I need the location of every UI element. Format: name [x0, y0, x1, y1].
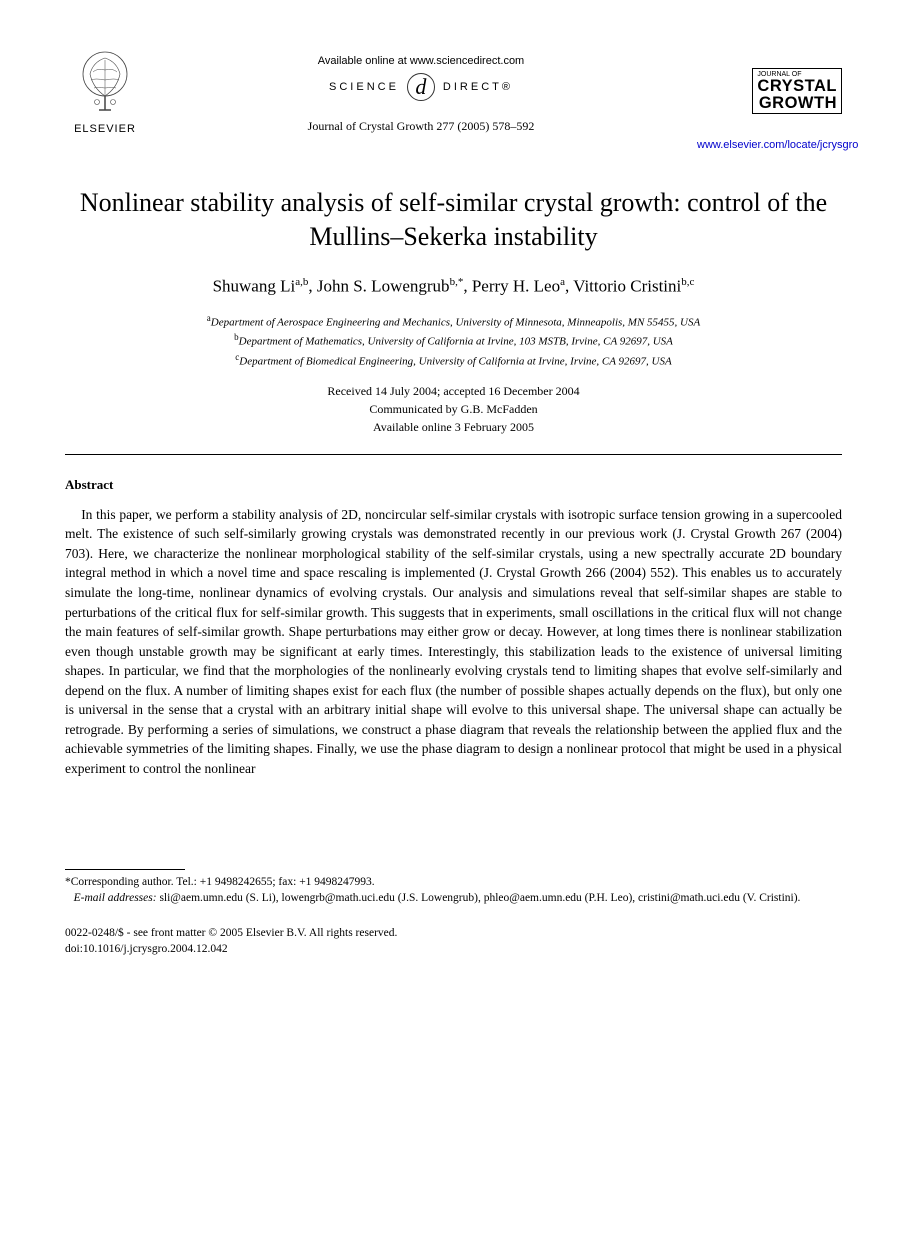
journal-reference: Journal of Crystal Growth 277 (2005) 578… — [145, 119, 697, 134]
available-online-text: Available online at www.sciencedirect.co… — [145, 55, 697, 67]
journal-link[interactable]: www.elsevier.com/locate/jcrysgro — [697, 139, 842, 151]
dates-block: Received 14 July 2004; accepted 16 Decem… — [65, 382, 842, 436]
sd-text-right: DIRECT® — [443, 81, 513, 93]
header-center: Available online at www.sciencedirect.co… — [145, 50, 697, 134]
doi-line: doi:10.1016/j.jcrysgro.2004.12.042 — [65, 941, 842, 957]
affiliation-c: cDepartment of Biomedical Engineering, U… — [65, 351, 842, 370]
online-date: Available online 3 February 2005 — [65, 418, 842, 436]
affiliation-c-text: Department of Biomedical Engineering, Un… — [239, 355, 671, 367]
sciencedirect-logo: SCIENCE d DIRECT® — [145, 73, 697, 101]
author-2-corr: * — [458, 276, 464, 288]
abstract-heading: Abstract — [65, 477, 842, 493]
corr-label: *Corresponding author. Tel.: — [65, 876, 200, 888]
sd-text-left: SCIENCE — [329, 81, 399, 93]
corresponding-author-line: *Corresponding author. Tel.: +1 94982426… — [65, 874, 842, 891]
communicated-by: Communicated by G.B. McFadden — [65, 400, 842, 418]
header-row: ELSEVIER Available online at www.science… — [65, 50, 842, 151]
affiliations-block: aDepartment of Aerospace Engineering and… — [65, 312, 842, 369]
email-addresses: sli@aem.umn.edu (S. Li), lowengrb@math.u… — [157, 892, 801, 904]
affiliation-b: bDepartment of Mathematics, University o… — [65, 331, 842, 350]
author-2: John S. Lowengrub — [317, 276, 450, 295]
emails-line: E-mail addresses: sli@aem.umn.edu (S. Li… — [65, 890, 842, 907]
journal-logo-line1: CRYSTAL — [757, 78, 837, 95]
author-1-aff: a,b — [295, 276, 308, 288]
elsevier-tree-icon — [75, 50, 135, 115]
sd-d-icon: d — [407, 73, 435, 101]
copyright-block: 0022-0248/$ - see front matter © 2005 El… — [65, 925, 842, 957]
footnotes-block: *Corresponding author. Tel.: +1 94982426… — [65, 874, 842, 907]
author-1: Shuwang Li — [213, 276, 296, 295]
received-date: Received 14 July 2004; accepted 16 Decem… — [65, 382, 842, 400]
copyright-line1: 0022-0248/$ - see front matter © 2005 El… — [65, 925, 842, 941]
author-3: Perry H. Leo — [472, 276, 560, 295]
affiliation-a-text: Department of Aerospace Engineering and … — [211, 317, 700, 329]
corr-tel: +1 9498242655 — [200, 876, 273, 888]
affiliation-b-text: Department of Mathematics, University of… — [239, 336, 673, 348]
corr-fax-label: ; fax: — [272, 876, 299, 888]
article-title: Nonlinear stability analysis of self-sim… — [65, 186, 842, 254]
footnote-rule — [65, 869, 185, 870]
publisher-name: ELSEVIER — [65, 123, 145, 135]
journal-logo-line2: GROWTH — [757, 95, 837, 112]
journal-logo: JOURNAL OF CRYSTAL GROWTH — [752, 68, 842, 114]
journal-logo-column: JOURNAL OF CRYSTAL GROWTH www.elsevier.c… — [697, 50, 842, 151]
affiliation-a: aDepartment of Aerospace Engineering and… — [65, 312, 842, 331]
email-label: E-mail addresses: — [74, 892, 157, 904]
author-4-aff: b,c — [681, 276, 694, 288]
authors-line: Shuwang Lia,b, John S. Lowengrubb,*, Per… — [65, 276, 842, 297]
author-2-aff: b, — [450, 276, 458, 288]
author-3-aff: a — [560, 276, 565, 288]
publisher-logo: ELSEVIER — [65, 50, 145, 135]
abstract-body: In this paper, we perform a stability an… — [65, 505, 842, 779]
corr-fax: +1 9498247993. — [299, 876, 375, 888]
author-4: Vittorio Cristini — [573, 276, 681, 295]
divider-rule — [65, 454, 842, 455]
